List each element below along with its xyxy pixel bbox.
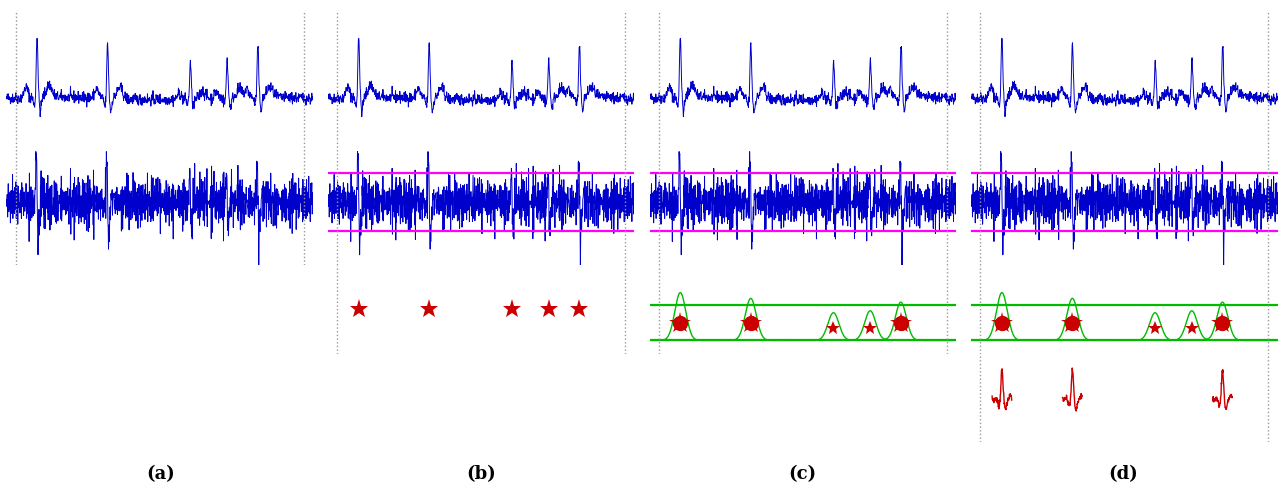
Text: (d): (d) <box>1108 466 1139 484</box>
Text: (b): (b) <box>466 466 497 484</box>
Text: (a): (a) <box>146 466 175 484</box>
Text: (c): (c) <box>788 466 817 484</box>
